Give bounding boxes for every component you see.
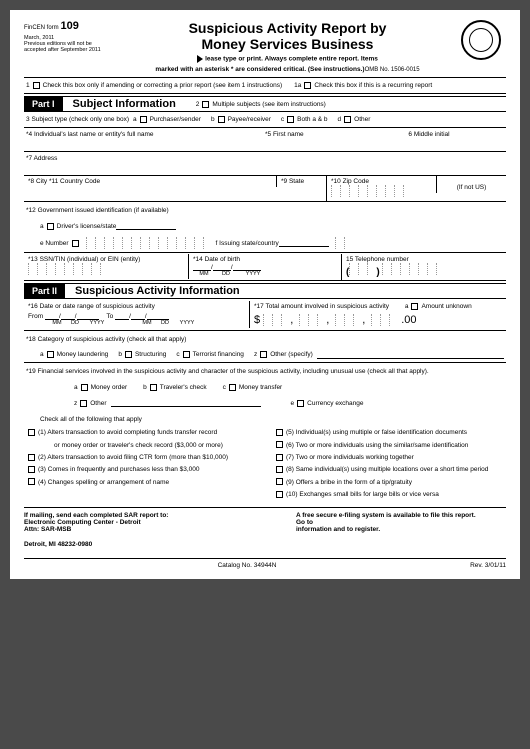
- label-recurring: Check this box if this is a recurring re…: [314, 82, 432, 89]
- row-19c: zOther eCurrency exchange: [24, 395, 506, 411]
- row-12b: a Driver's license/state: [24, 218, 506, 234]
- checkbox-19-3[interactable]: [28, 466, 35, 473]
- seal-icon: [461, 20, 501, 60]
- instr-1: lease type or print. Always complete ent…: [127, 55, 448, 63]
- catalog-no: Catalog No. 34944N: [218, 562, 277, 569]
- label-7: *7 Address: [26, 155, 57, 162]
- field-19z[interactable]: [111, 399, 261, 407]
- part2-title: Suspicious Activity Information: [65, 285, 240, 297]
- checkbox-19-4[interactable]: [28, 478, 35, 485]
- field-18z[interactable]: [317, 351, 504, 359]
- label-5: *5 First name: [265, 131, 408, 138]
- checkbox-19b[interactable]: [150, 384, 157, 391]
- row-1: 1 Check this box only if amending or cor…: [24, 78, 506, 94]
- row-19-items: (1) Alters transaction to avoid completi…: [24, 427, 506, 501]
- checkbox-19e[interactable]: [297, 400, 304, 407]
- checkbox-18b[interactable]: [125, 351, 132, 358]
- footer: If mailing, send each completed SAR repo…: [24, 507, 506, 548]
- row-16: *16 Date or date range of suspicious act…: [24, 299, 506, 331]
- form-number: 109: [60, 20, 78, 32]
- checkbox-18c[interactable]: [183, 351, 190, 358]
- row-8: *8 City *11 Country Code *9 State *10 Zi…: [24, 176, 506, 202]
- row-13: *13 SSN/TIN (individual) or EIN (entity)…: [24, 253, 506, 281]
- title-2: Money Services Business: [127, 36, 448, 52]
- checkbox-19-7[interactable]: [276, 454, 283, 461]
- row-18a: *18 Category of suspicious activity (che…: [24, 331, 506, 347]
- row-12a: *12 Government issued identification (if…: [24, 202, 506, 218]
- arrow-icon: [197, 55, 203, 63]
- checkbox-19-1[interactable]: [28, 429, 35, 436]
- row-19d: Check all of the following that apply: [24, 411, 506, 427]
- brand: FinCEN form: [24, 25, 59, 31]
- part1-title: Subject Information: [63, 98, 176, 110]
- checkbox-18a[interactable]: [47, 351, 54, 358]
- row-12c: e Number f Issuing state/country: [24, 234, 506, 253]
- edition-note: Previous editions will not be accepted a…: [24, 41, 115, 53]
- num-1a: 1a: [294, 82, 301, 89]
- part2-bar: Part II Suspicious Activity Information: [24, 283, 506, 299]
- checkbox-19-6[interactable]: [276, 441, 283, 448]
- footer-right: A free secure e-filing system is availab…: [296, 512, 506, 548]
- checkbox-19-8[interactable]: [276, 466, 283, 473]
- row-7: *7 Address: [24, 152, 506, 176]
- part2-tag: Part II: [24, 284, 65, 298]
- footer-left: If mailing, send each completed SAR repo…: [24, 512, 168, 548]
- label-6: 6 Middle initial: [408, 131, 504, 138]
- checkbox-19a[interactable]: [81, 384, 88, 391]
- checkbox-multiple[interactable]: [202, 101, 209, 108]
- checkbox-19-2[interactable]: [28, 454, 35, 461]
- label-3: Subject type (check only one box): [31, 116, 129, 123]
- part1-bar: Part I Subject Information 2 Multiple su…: [24, 96, 506, 112]
- checkbox-3c[interactable]: [287, 116, 294, 123]
- label-multiple: Multiple subjects (see item instructions…: [212, 101, 325, 108]
- checkbox-19-5[interactable]: [276, 429, 283, 436]
- field-12a[interactable]: [116, 222, 176, 230]
- checkbox-12e[interactable]: [72, 240, 79, 247]
- row-3: 3 Subject type (check only one box) aPur…: [24, 112, 506, 128]
- revision: Rev. 3/01/11: [470, 562, 506, 569]
- field-12f[interactable]: [279, 239, 329, 247]
- num-1: 1: [26, 82, 30, 89]
- footer-bottom: Catalog No. 34944N Rev. 3/01/11: [24, 558, 506, 569]
- checkbox-19-9[interactable]: [276, 478, 283, 485]
- checkbox-19c[interactable]: [229, 384, 236, 391]
- checkbox-3b[interactable]: [218, 116, 225, 123]
- row-19b: aMoney order bTraveler's check cMoney tr…: [24, 379, 506, 395]
- checkbox-19z[interactable]: [80, 400, 87, 407]
- checkbox-18z[interactable]: [260, 351, 267, 358]
- checkbox-19-10[interactable]: [276, 491, 283, 498]
- header-right: [456, 20, 506, 73]
- checkbox-3d[interactable]: [344, 116, 351, 123]
- header-mid: Suspicious Activity Report by Money Serv…: [119, 20, 456, 73]
- num-2: 2: [196, 101, 200, 108]
- title-1: Suspicious Activity Report by: [127, 20, 448, 36]
- checkbox-3a[interactable]: [140, 116, 147, 123]
- instr-2: marked with an asterisk * are considered…: [127, 66, 448, 73]
- num-3: 3: [26, 116, 30, 123]
- header: FinCEN form 109 March, 2011 Previous edi…: [24, 20, 506, 78]
- checkbox-recurring[interactable]: [304, 82, 311, 89]
- label-4: *4 Individual's last name or entity's fu…: [26, 131, 265, 138]
- label-12: *12 Government issued identification (if…: [26, 207, 169, 214]
- row-4: *4 Individual's last name or entity's fu…: [24, 128, 506, 152]
- form-page: FinCEN form 109 March, 2011 Previous edi…: [10, 10, 520, 579]
- header-left: FinCEN form 109 March, 2011 Previous edi…: [24, 20, 119, 73]
- row-19a: *19 Financial services involved in the s…: [24, 363, 506, 379]
- checkbox-12a[interactable]: [47, 223, 54, 230]
- col-left: (1) Alters transaction to avoid completi…: [40, 427, 273, 501]
- row-18b: aMoney laundering bStructuring cTerroris…: [24, 347, 506, 363]
- label-amend: Check this box only if amending or corre…: [43, 82, 283, 89]
- checkbox-amend[interactable]: [33, 82, 40, 89]
- part1-tag: Part I: [24, 97, 63, 111]
- omb-number: OMB No. 1506-0015: [365, 67, 420, 73]
- checkbox-17a[interactable]: [411, 303, 418, 310]
- col-right: (5) Individual(s) using multiple or fals…: [273, 427, 506, 501]
